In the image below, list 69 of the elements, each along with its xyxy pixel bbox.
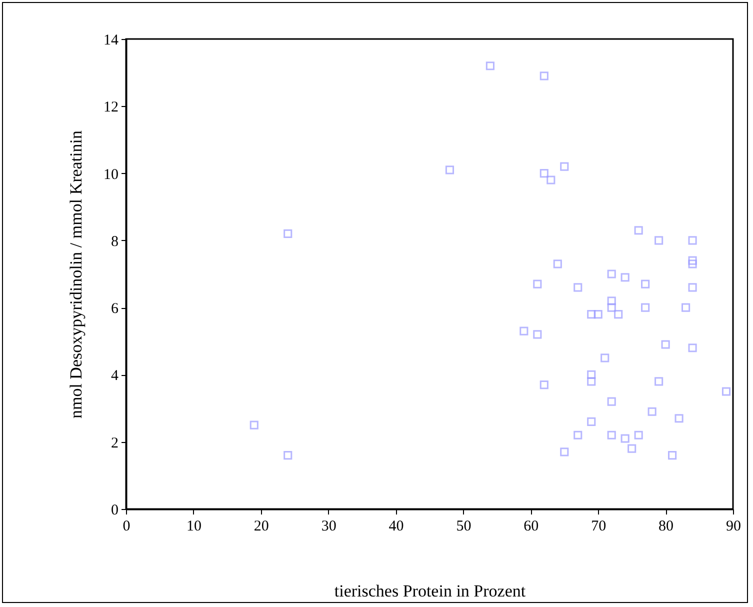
y-tick-label: 10 [104, 166, 118, 183]
point [674, 414, 684, 423]
point [587, 310, 596, 319]
point [284, 229, 292, 238]
point [628, 444, 636, 453]
point [574, 283, 582, 292]
y-tick-label: 2 [111, 435, 118, 452]
x-tick-label: 0 [122, 518, 130, 534]
y-tick-label: 0 [111, 502, 118, 518]
x-tick-label: 70 [591, 518, 606, 534]
point [688, 344, 697, 352]
x-tick-label: 20 [254, 518, 269, 534]
point [540, 380, 548, 390]
point [594, 310, 602, 319]
point [620, 273, 630, 282]
point [722, 387, 731, 396]
point [587, 417, 596, 426]
point [634, 430, 643, 440]
point [648, 407, 656, 416]
point [574, 430, 582, 440]
point [445, 166, 454, 174]
point [641, 280, 650, 288]
x-tick-label: 30 [321, 518, 336, 534]
point [682, 303, 690, 312]
point [486, 62, 494, 70]
point [607, 430, 616, 440]
y-tick-label: 12 [104, 100, 118, 116]
point [607, 303, 616, 312]
point [560, 448, 569, 456]
point [607, 270, 616, 278]
point [587, 370, 596, 379]
point [560, 162, 569, 171]
point [607, 296, 616, 306]
point [553, 260, 562, 268]
point [250, 420, 258, 430]
x-tick-label: 40 [388, 518, 404, 534]
point [533, 330, 542, 339]
point [533, 280, 542, 288]
point [546, 176, 556, 184]
y-tick-label: 6 [111, 301, 119, 318]
point [661, 340, 670, 349]
point [540, 169, 548, 178]
point [614, 310, 623, 319]
point [607, 397, 616, 406]
y-tick-label: 8 [111, 234, 118, 250]
point [634, 226, 643, 235]
x-tick-label: 10 [186, 518, 202, 534]
y-tick-label: 4 [111, 368, 119, 384]
point [668, 451, 677, 460]
point [620, 434, 630, 443]
point [520, 326, 528, 336]
point [641, 303, 650, 312]
x-axis-title: tierisches Protein in Prozent [334, 582, 526, 600]
x-tick-label: 90 [726, 518, 741, 534]
y-axis-title: nmol Desoxypyridinolin / mmol Kreatinin [66, 130, 86, 419]
point [688, 260, 697, 268]
y-tick-label: 14 [104, 32, 119, 48]
point [688, 256, 697, 265]
point [654, 236, 664, 245]
point [654, 377, 664, 386]
point [540, 72, 548, 80]
point [688, 236, 697, 245]
point [284, 451, 292, 460]
point [600, 354, 610, 362]
point [688, 283, 697, 292]
x-tick-label: 60 [524, 518, 539, 534]
point [587, 377, 596, 386]
x-tick-label: 80 [658, 518, 674, 534]
x-tick-label: 50 [456, 518, 472, 534]
